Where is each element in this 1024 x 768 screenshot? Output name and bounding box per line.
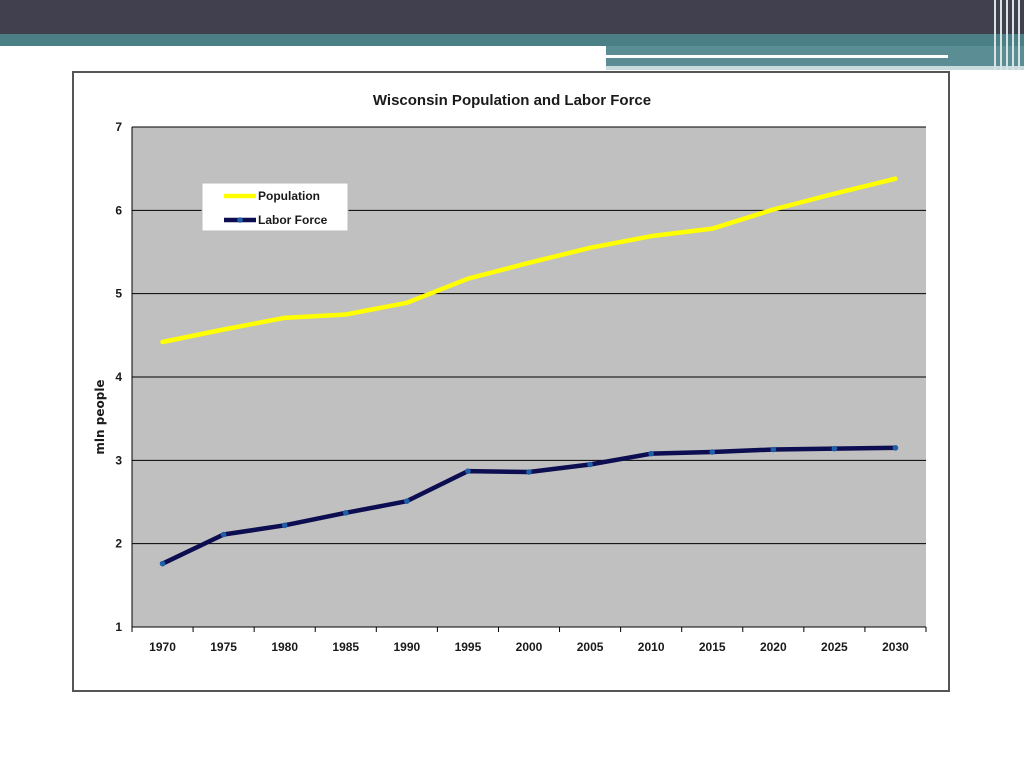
data-point	[770, 446, 777, 453]
y-axis-ticks: 1 2 3 4 5 6 7	[115, 120, 122, 634]
x-tick-label: 1985	[332, 640, 359, 654]
chart-legend: Population Labor Force	[201, 182, 349, 232]
data-point	[831, 445, 838, 452]
slide-accent-line	[606, 55, 948, 58]
slide-accent-line-lower	[606, 66, 1024, 70]
slide-top-bar	[0, 0, 1024, 34]
x-tick-label: 2025	[821, 640, 848, 654]
x-tick-label: 1975	[210, 640, 237, 654]
legend-label: Population	[258, 189, 320, 203]
data-point	[159, 560, 166, 567]
legend-label: Labor Force	[258, 213, 328, 227]
data-point	[220, 531, 227, 538]
legend-marker	[237, 217, 243, 223]
x-tick-label: 2030	[882, 640, 909, 654]
x-tick-label: 2010	[638, 640, 665, 654]
data-point	[404, 498, 410, 504]
series-line-population	[160, 176, 898, 345]
data-point	[709, 449, 716, 455]
y-tick-label: 1	[115, 620, 122, 634]
series-lines	[159, 176, 899, 567]
x-tick-label: 1990	[393, 640, 420, 654]
data-point	[587, 461, 593, 468]
y-tick-label: 3	[115, 453, 122, 467]
slide-teal-band	[0, 34, 1024, 46]
x-tick-label: 2020	[760, 640, 787, 654]
y-tick-label: 2	[115, 537, 122, 551]
x-tick-label: 2005	[577, 640, 604, 654]
y-tick-label: 5	[115, 287, 122, 301]
x-tick-label: 1970	[149, 640, 176, 654]
x-tick-label: 1980	[271, 640, 298, 654]
slide-corner-stripes	[990, 0, 1024, 70]
line-chart: Wisconsin Population and Labor Force 1 2 3…	[93, 92, 927, 654]
data-point	[892, 445, 899, 451]
x-tick-label: 1995	[455, 640, 482, 654]
y-tick-label: 6	[115, 203, 122, 217]
chart-title: Wisconsin Population and Labor Force	[373, 92, 651, 109]
x-tick-label: 2015	[699, 640, 726, 654]
chart-container: Wisconsin Population and Labor Force 1 2 3…	[72, 71, 950, 692]
y-axis-label: mln people	[93, 379, 107, 454]
y-tick-label: 7	[115, 120, 122, 134]
data-point	[648, 450, 654, 457]
data-point	[465, 468, 471, 474]
legend-box	[201, 182, 349, 232]
y-tick-label: 4	[115, 370, 122, 384]
data-point	[281, 522, 288, 529]
x-tick-label: 2000	[516, 640, 543, 654]
data-point	[526, 469, 532, 475]
x-axis-ticks: 1970 1975 1980 1985 1990 1995 2000 2005 2010 2015…	[131, 627, 927, 654]
data-point	[342, 510, 349, 516]
